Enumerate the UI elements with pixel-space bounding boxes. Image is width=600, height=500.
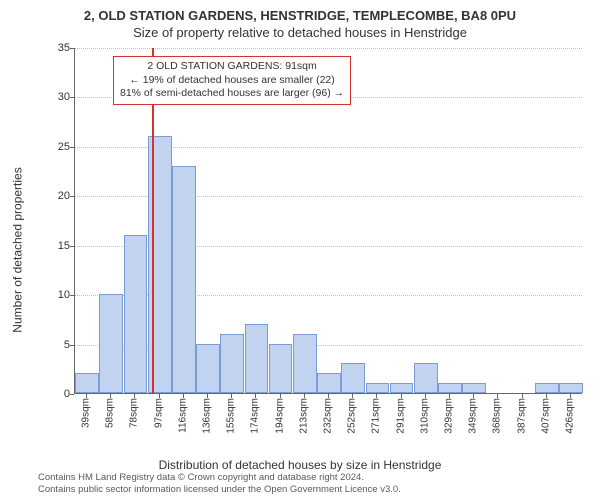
bar (172, 166, 196, 393)
y-tick (70, 147, 74, 148)
plot-area: 2 OLD STATION GARDENS: 91sqm← 19% of det… (74, 48, 582, 394)
chart: 2 OLD STATION GARDENS: 91sqm← 19% of det… (46, 48, 582, 424)
x-tick-label: 136sqm (202, 398, 213, 434)
footer-line-1: Contains HM Land Registry data © Crown c… (38, 472, 588, 484)
x-tick-label: 349sqm (468, 398, 479, 434)
y-tick-label: 15 (48, 240, 70, 252)
x-tick-label: 174sqm (250, 398, 261, 434)
y-tick (70, 295, 74, 296)
x-tick-label: 58sqm (105, 398, 116, 428)
y-tick-label: 30 (48, 91, 70, 103)
x-tick-label: 387sqm (516, 398, 527, 434)
page-subtitle: Size of property relative to detached ho… (0, 23, 600, 40)
x-tick-label: 271sqm (371, 398, 382, 434)
footer-line-2: Contains public sector information licen… (38, 484, 588, 496)
y-tick (70, 345, 74, 346)
x-tick-label: 194sqm (274, 398, 285, 434)
bar (535, 383, 559, 393)
x-tick-label: 329sqm (443, 398, 454, 434)
y-tick (70, 394, 74, 395)
x-tick-label: 39sqm (81, 398, 92, 428)
y-tick (70, 97, 74, 98)
page-title: 2, OLD STATION GARDENS, HENSTRIDGE, TEMP… (0, 0, 600, 23)
bar (269, 344, 293, 393)
x-tick-label: 232sqm (323, 398, 334, 434)
bar (245, 324, 269, 393)
bar (317, 373, 341, 393)
callout-line: 81% of semi-detached houses are larger (… (120, 87, 344, 101)
bar (438, 383, 462, 393)
callout-line: ← 19% of detached houses are smaller (22… (120, 74, 344, 88)
bar (366, 383, 390, 393)
footer: Contains HM Land Registry data © Crown c… (0, 472, 600, 496)
callout-line: 2 OLD STATION GARDENS: 91sqm (120, 60, 344, 74)
bar (414, 363, 438, 393)
x-tick-label: 155sqm (226, 398, 237, 434)
y-tick-label: 20 (48, 190, 70, 202)
x-tick-label: 97sqm (153, 398, 164, 428)
bar (75, 373, 99, 393)
y-axis-label: Number of detached properties (10, 0, 26, 500)
x-tick-label: 213sqm (298, 398, 309, 434)
bar (124, 235, 148, 393)
y-tick-label: 5 (48, 339, 70, 351)
y-tick-label: 10 (48, 289, 70, 301)
x-tick-label: 426sqm (564, 398, 575, 434)
y-tick-label: 25 (48, 141, 70, 153)
callout: 2 OLD STATION GARDENS: 91sqm← 19% of det… (113, 56, 351, 105)
bar (462, 383, 486, 393)
bar (196, 344, 220, 393)
y-tick-label: 35 (48, 42, 70, 54)
x-tick-label: 78sqm (129, 398, 140, 428)
x-tick-label: 310sqm (419, 398, 430, 434)
y-tick (70, 246, 74, 247)
x-tick-label: 407sqm (540, 398, 551, 434)
x-tick-label: 252sqm (347, 398, 358, 434)
bar (293, 334, 317, 393)
bar (559, 383, 583, 393)
bar (341, 363, 365, 393)
x-tick-label: 368sqm (492, 398, 503, 434)
y-tick (70, 196, 74, 197)
y-tick-label: 0 (48, 388, 70, 400)
x-tick-label: 291sqm (395, 398, 406, 434)
bar (390, 383, 414, 393)
x-axis-label: Distribution of detached houses by size … (0, 458, 600, 472)
x-tick-label: 116sqm (177, 398, 188, 433)
y-tick (70, 48, 74, 49)
bar (99, 294, 123, 393)
bar (220, 334, 244, 393)
